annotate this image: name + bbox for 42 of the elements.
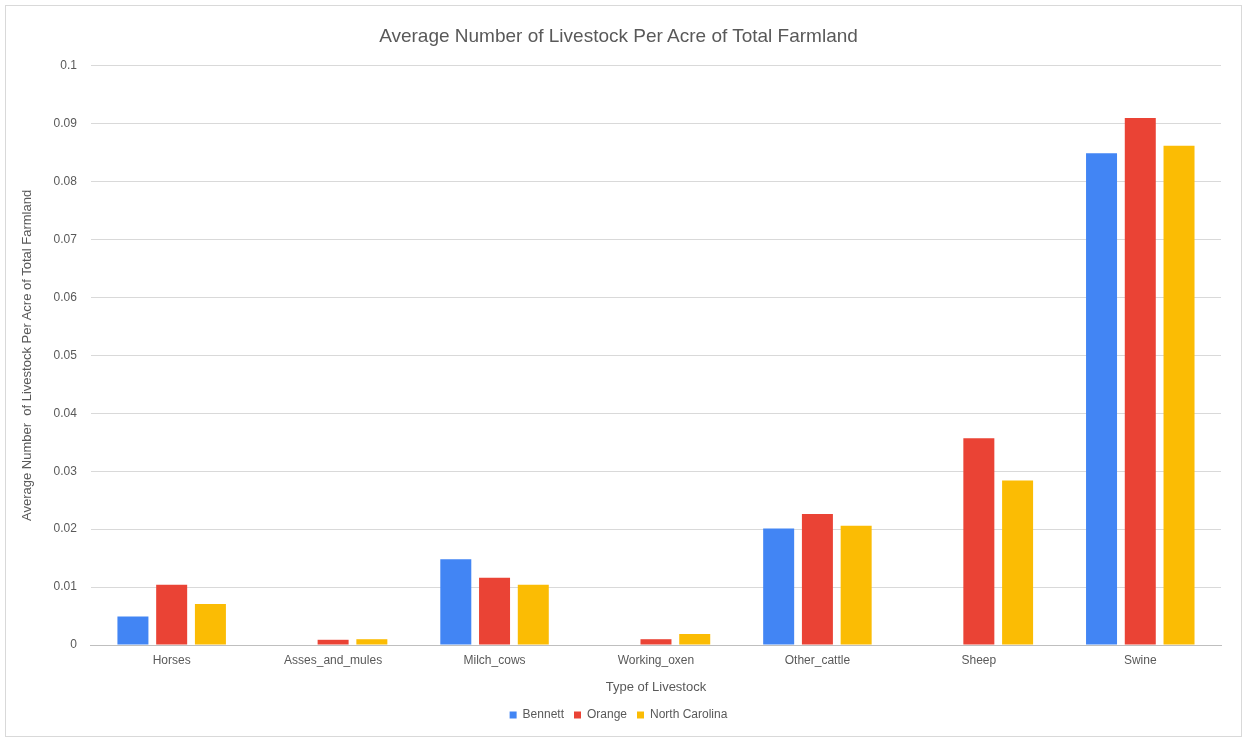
bar [194,603,226,645]
bar [117,616,149,645]
x-tick-label: Asses_and_mules [284,652,383,667]
x-tick-label: Sheep [961,652,997,667]
y-tick-label: 0.1 [60,58,78,73]
bar [679,634,711,645]
bar [156,584,188,645]
x-tick-label: Milch_cows [463,652,526,667]
bar [763,528,795,645]
y-tick-label: 0.09 [53,116,78,131]
x-tick-label: Other_cattle [784,652,851,667]
y-tick-label: 0.06 [53,289,78,304]
x-axis-title: Type of Livestock [605,678,707,694]
bar [1002,480,1034,645]
legend-label: Bennett [522,707,565,722]
y-tick-label: 0.03 [53,463,78,478]
y-tick-label: 0.07 [53,231,78,246]
bar [1124,117,1156,645]
bar [1163,145,1195,645]
bar [479,577,511,645]
legend-label: Orange [586,707,628,722]
bar [440,559,472,645]
bar [640,639,672,645]
bar [1086,153,1118,645]
y-tick-label: 0.02 [53,521,78,536]
x-tick-label: Working_oxen [617,652,695,667]
bar [356,639,388,645]
y-tick-label: 0 [70,637,78,652]
y-tick-label: 0.01 [53,579,78,594]
y-tick-label: 0.04 [53,405,78,420]
y-axis-title: Average Number of Livestock Per Acre of Total Farmland [19,189,35,521]
y-tick-label: 0.08 [53,173,78,188]
bar [517,584,549,645]
bar [840,525,872,645]
x-tick-label: Swine [1123,652,1157,667]
bar [317,639,349,645]
bar [963,438,995,645]
y-tick-label: 0.05 [53,347,78,362]
x-tick-label: Horses [152,652,191,667]
chart-title: Average Number of Livestock Per Acre of Total Farmland [379,24,858,46]
bar [801,514,833,645]
legend-label: North Carolina [650,707,728,722]
